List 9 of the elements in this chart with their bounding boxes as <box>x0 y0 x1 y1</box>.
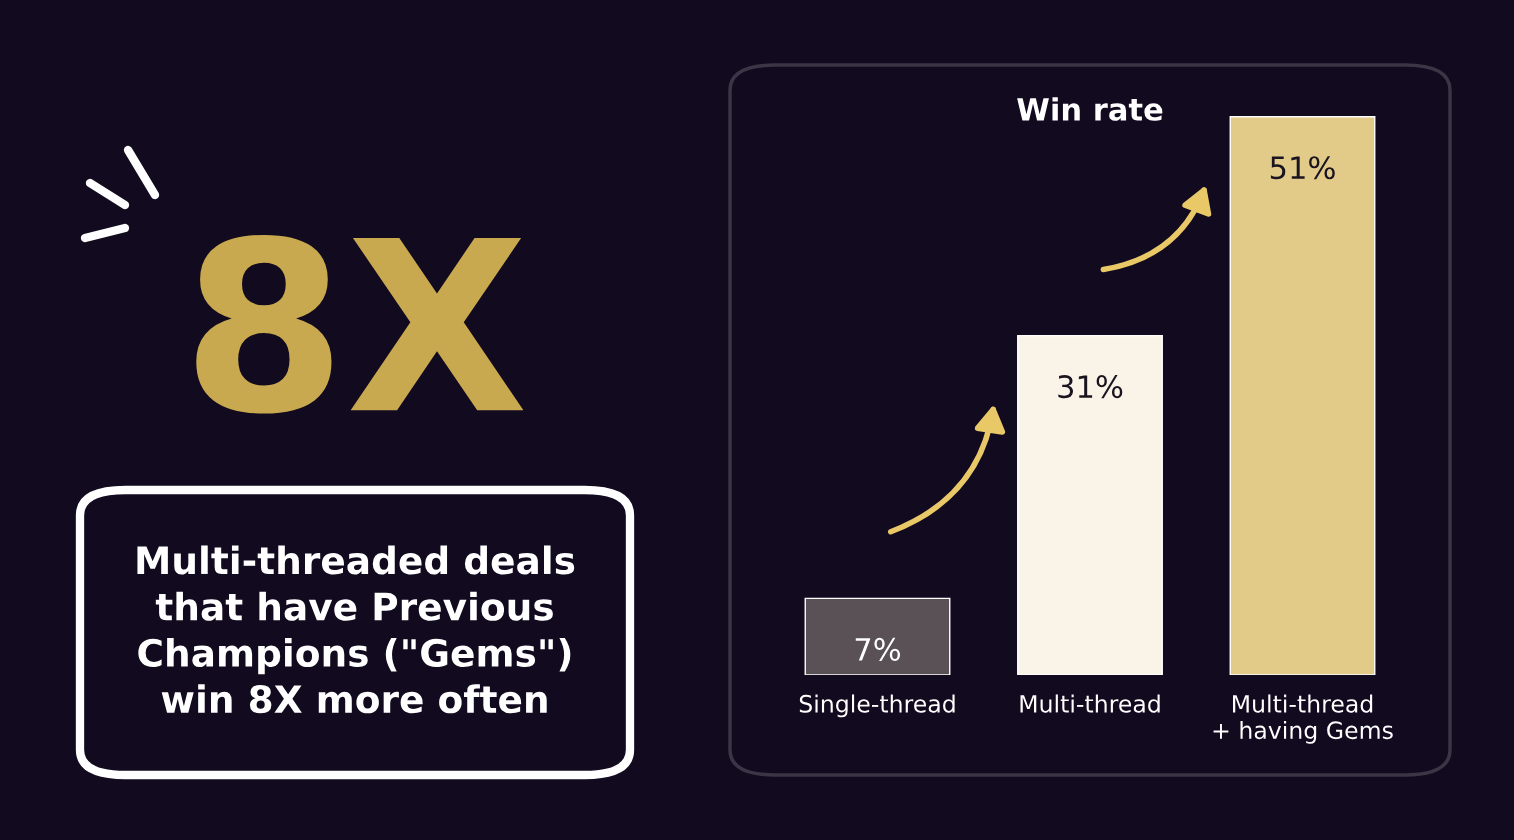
x-tick-label: Multi-thread + having Gems <box>1213 694 1393 744</box>
data-label: 51% <box>1270 156 1335 180</box>
x-tick-label: Multi-thread <box>1020 694 1160 713</box>
chart-title: Win rate <box>1017 97 1163 121</box>
x-tick-label: Single-thread <box>799 694 955 718</box>
data-label: 31% <box>1058 375 1123 399</box>
data-label: 7% <box>855 637 901 661</box>
text: Multi-threaded deals that have Previous Champions ("Gems") win 8X more often <box>137 545 575 714</box>
text: 8X <box>196 234 524 414</box>
